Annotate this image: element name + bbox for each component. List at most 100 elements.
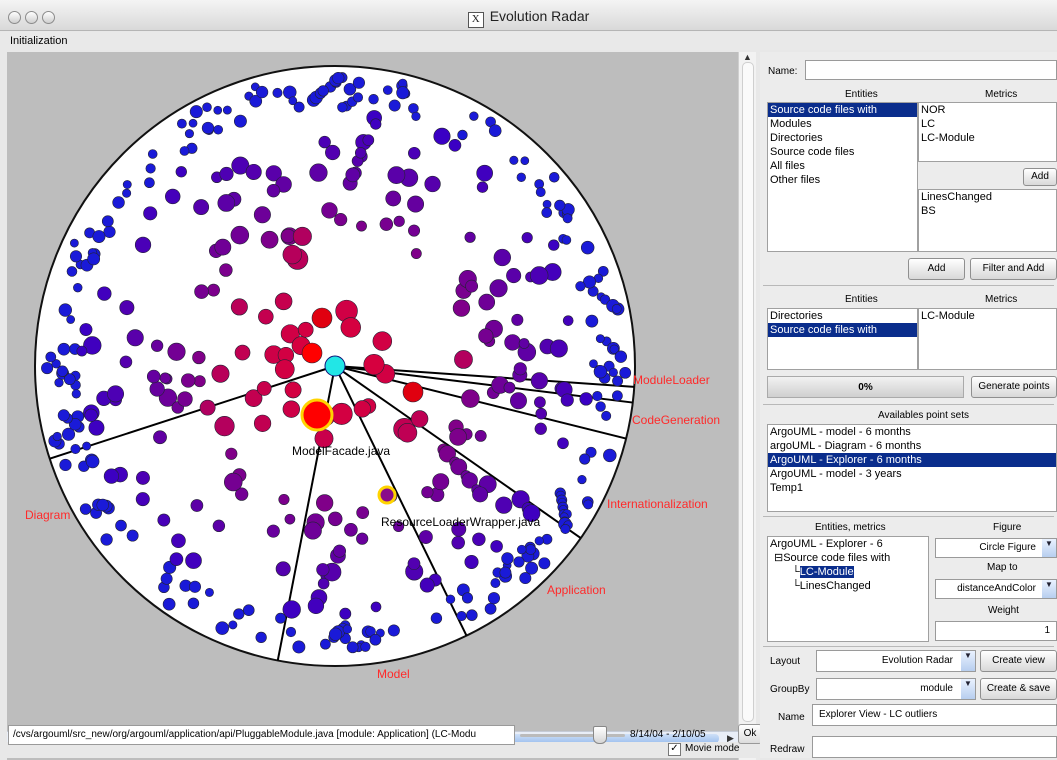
radar-point[interactable] xyxy=(278,493,290,506)
entities-list[interactable]: Source code files with Modules Directori… xyxy=(767,102,918,252)
radar-point[interactable] xyxy=(456,610,467,622)
radar-point[interactable] xyxy=(179,146,190,156)
entities-list-2-item[interactable]: Directories xyxy=(770,310,823,322)
radar-point[interactable] xyxy=(57,409,70,422)
tree-leaf[interactable]: └LinesChanged xyxy=(792,580,871,592)
radar-point[interactable] xyxy=(242,604,255,616)
radar-point[interactable] xyxy=(107,385,125,403)
radar-point[interactable] xyxy=(478,293,496,311)
radar-point[interactable] xyxy=(585,314,599,328)
radar-point[interactable] xyxy=(145,163,156,174)
radar-point[interactable] xyxy=(59,458,72,472)
checkbox-icon[interactable]: ✓ xyxy=(668,743,681,756)
radar-point[interactable] xyxy=(62,427,76,441)
radar-point[interactable] xyxy=(519,572,532,585)
radar-point[interactable] xyxy=(410,248,422,260)
radar-point[interactable] xyxy=(535,407,547,420)
radar-point[interactable] xyxy=(230,298,248,316)
entities-list-item[interactable]: Source code files xyxy=(770,146,855,158)
radar-point[interactable] xyxy=(493,248,511,267)
radar-point[interactable] xyxy=(193,375,206,388)
radar-point[interactable] xyxy=(213,124,223,135)
radar-point[interactable] xyxy=(325,144,341,161)
radar-point[interactable] xyxy=(614,350,628,363)
tree-root[interactable]: ArgoUML - Explorer - 6 xyxy=(770,538,883,550)
radar-point[interactable] xyxy=(303,521,322,540)
entities-list-item[interactable]: Other files xyxy=(770,174,821,186)
view-name-input[interactable]: Explorer View - LC outliers xyxy=(812,704,1057,726)
radar-point[interactable] xyxy=(377,485,397,505)
radar-point[interactable] xyxy=(177,391,193,407)
radar-point[interactable] xyxy=(352,92,364,103)
point-sets-list[interactable]: ArgoUML - model - 6 months argoUML - Dia… xyxy=(767,424,1057,512)
radar-point[interactable] xyxy=(84,408,98,422)
add-metric-button[interactable]: Add xyxy=(1023,168,1057,186)
radar-point[interactable] xyxy=(352,76,365,89)
filter-and-add-button[interactable]: Filter and Add xyxy=(970,258,1057,280)
radar-point[interactable] xyxy=(595,334,605,344)
radar-point[interactable] xyxy=(504,334,521,351)
radar-point[interactable] xyxy=(495,496,513,514)
radar-point[interactable] xyxy=(233,608,245,620)
radar-point[interactable] xyxy=(284,513,296,525)
minimize-traffic-light-icon[interactable] xyxy=(25,11,38,24)
point-set-item[interactable]: Temp1 xyxy=(770,482,804,494)
radar-point[interactable] xyxy=(192,350,206,365)
radar-point[interactable] xyxy=(126,529,139,542)
radar-point[interactable] xyxy=(472,486,489,503)
radar-point[interactable] xyxy=(421,486,434,499)
radar-point[interactable] xyxy=(490,540,503,553)
radar-point[interactable] xyxy=(484,602,497,615)
radar-point[interactable] xyxy=(472,532,486,546)
radar-point[interactable] xyxy=(249,94,263,108)
radar-point[interactable] xyxy=(595,401,606,412)
radar-point[interactable] xyxy=(469,111,479,121)
radar-point[interactable] xyxy=(184,129,194,139)
radar-point[interactable] xyxy=(529,266,549,285)
metrics-list-2[interactable]: LC-Module xyxy=(918,308,1057,370)
radar-point[interactable] xyxy=(379,217,394,231)
weight-input[interactable]: 1 xyxy=(935,621,1057,641)
time-slider-knob[interactable] xyxy=(593,726,607,744)
radar-point[interactable] xyxy=(461,592,473,604)
radar-point[interactable] xyxy=(285,626,297,638)
radar-point[interactable] xyxy=(372,331,393,351)
point-set-item[interactable]: argoUML - Diagram - 6 months xyxy=(770,440,922,452)
radar-point[interactable] xyxy=(146,369,161,384)
radar-point[interactable] xyxy=(343,82,357,96)
radar-point[interactable] xyxy=(518,338,530,349)
radar-point[interactable] xyxy=(150,339,164,352)
radar-point[interactable] xyxy=(165,188,181,205)
radar-point[interactable] xyxy=(188,580,201,593)
radar-point[interactable] xyxy=(103,225,116,238)
radar-point[interactable] xyxy=(73,282,83,293)
radar-point[interactable] xyxy=(521,232,533,244)
radar-point[interactable] xyxy=(282,600,301,619)
radar-point[interactable] xyxy=(280,228,296,244)
radar-point[interactable] xyxy=(450,458,468,476)
radar-point[interactable] xyxy=(541,207,553,218)
radar-point[interactable] xyxy=(297,321,314,338)
radar-point[interactable] xyxy=(97,286,112,301)
radar-point[interactable] xyxy=(282,244,302,265)
selected-path-field[interactable]: /cvs/argouml/src_new/org/argouml/applica… xyxy=(8,725,515,745)
radar-point[interactable] xyxy=(317,577,330,590)
radar-point[interactable] xyxy=(282,400,300,418)
radar-point[interactable] xyxy=(363,354,385,376)
radar-point[interactable] xyxy=(57,342,71,356)
dropdown-arrow-icon[interactable]: ▼ xyxy=(961,679,975,699)
radar-point[interactable] xyxy=(619,366,632,379)
radar-point[interactable] xyxy=(222,105,232,115)
radar-point[interactable] xyxy=(513,362,527,376)
radar-point[interactable] xyxy=(284,381,302,399)
radar-point[interactable] xyxy=(464,554,479,570)
entities-list-item[interactable]: Source code files with xyxy=(768,103,917,117)
point-set-item[interactable]: ArgoUML - model - 3 years xyxy=(770,468,902,480)
time-slider-track[interactable] xyxy=(520,734,625,737)
radar-point[interactable] xyxy=(549,339,568,358)
radar-point[interactable] xyxy=(126,329,144,347)
radar-point[interactable] xyxy=(490,578,501,588)
radar-point[interactable] xyxy=(560,393,574,407)
radar-point[interactable] xyxy=(511,313,524,326)
radar-point[interactable] xyxy=(457,129,468,141)
